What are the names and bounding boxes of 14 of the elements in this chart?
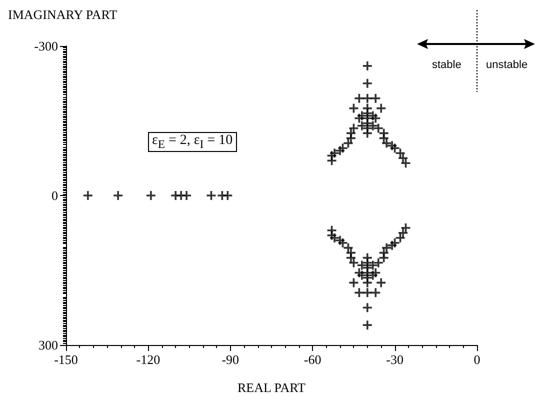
y-tick-label: -300 (34, 38, 58, 54)
y-tick-label: 0 (52, 188, 58, 203)
annotation: stable (432, 59, 462, 71)
x-tick-label: -120 (136, 352, 160, 367)
text: unstable (486, 59, 528, 71)
x-tick-label: -90 (222, 352, 240, 367)
x-tick-label: -150 (54, 352, 78, 367)
annotation: ε$_{E}$ = 2, ε$_{I}$ = 10 (148, 132, 237, 152)
y-axis-title: IMAGINARY PART (8, 7, 118, 22)
x-axis-title: REAL PART (238, 380, 306, 395)
x-tick-label: -30 (386, 352, 404, 367)
x-tick-label: 0 (474, 352, 480, 367)
y-tick-label: 300 (38, 338, 58, 352)
x-tick-label: -60 (304, 352, 322, 367)
